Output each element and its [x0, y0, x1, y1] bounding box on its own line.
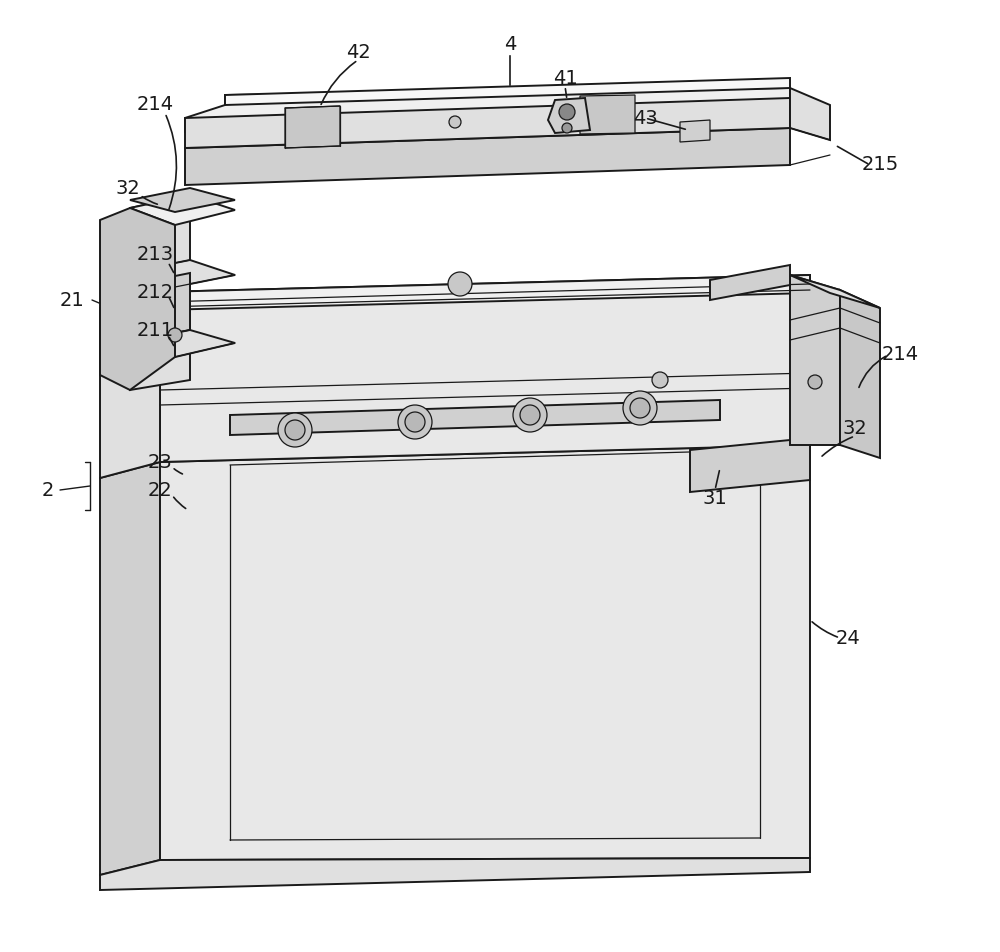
Text: 31: 31 — [703, 488, 727, 507]
Circle shape — [285, 420, 305, 440]
Text: 215: 215 — [861, 155, 899, 174]
Polygon shape — [548, 98, 590, 133]
Polygon shape — [130, 188, 235, 212]
Text: 4: 4 — [504, 35, 516, 54]
Text: 212: 212 — [136, 283, 174, 302]
Circle shape — [405, 412, 425, 432]
Polygon shape — [100, 858, 810, 890]
Polygon shape — [790, 88, 830, 140]
Text: 22: 22 — [148, 481, 172, 500]
Circle shape — [562, 123, 572, 133]
Polygon shape — [160, 275, 810, 462]
Circle shape — [630, 398, 650, 418]
Circle shape — [808, 375, 822, 389]
Text: 43: 43 — [633, 109, 657, 128]
Text: 21: 21 — [60, 290, 84, 309]
Circle shape — [448, 272, 472, 296]
Text: 42: 42 — [346, 43, 370, 62]
Polygon shape — [100, 208, 175, 390]
Polygon shape — [225, 78, 790, 105]
Text: 214: 214 — [881, 346, 919, 365]
Text: 23: 23 — [148, 452, 172, 471]
Circle shape — [652, 372, 668, 388]
Circle shape — [449, 116, 461, 128]
Polygon shape — [160, 445, 810, 478]
Text: 213: 213 — [136, 246, 174, 265]
Circle shape — [168, 328, 182, 342]
Circle shape — [623, 391, 657, 425]
Polygon shape — [710, 265, 790, 300]
Text: 211: 211 — [136, 321, 174, 340]
Polygon shape — [580, 95, 635, 134]
Polygon shape — [790, 275, 840, 445]
Text: 2: 2 — [42, 481, 54, 500]
Text: 24: 24 — [836, 628, 860, 647]
Text: 32: 32 — [116, 179, 140, 197]
Polygon shape — [100, 292, 160, 478]
Polygon shape — [100, 462, 160, 875]
Polygon shape — [130, 260, 235, 287]
Polygon shape — [840, 290, 880, 458]
Polygon shape — [285, 106, 340, 148]
Polygon shape — [130, 195, 235, 225]
Polygon shape — [680, 120, 710, 142]
Polygon shape — [185, 98, 790, 148]
Polygon shape — [790, 275, 880, 308]
Polygon shape — [690, 438, 810, 492]
Text: 41: 41 — [553, 69, 577, 88]
Text: 32: 32 — [843, 419, 867, 438]
Polygon shape — [130, 330, 235, 357]
Circle shape — [513, 398, 547, 432]
Polygon shape — [130, 273, 190, 342]
Polygon shape — [185, 88, 790, 132]
Polygon shape — [185, 128, 790, 185]
Circle shape — [278, 413, 312, 447]
Circle shape — [559, 104, 575, 120]
Circle shape — [398, 405, 432, 439]
Polygon shape — [160, 445, 810, 860]
Text: 214: 214 — [136, 95, 174, 114]
Circle shape — [520, 405, 540, 425]
Polygon shape — [160, 275, 810, 310]
Polygon shape — [230, 400, 720, 435]
Polygon shape — [130, 195, 190, 390]
